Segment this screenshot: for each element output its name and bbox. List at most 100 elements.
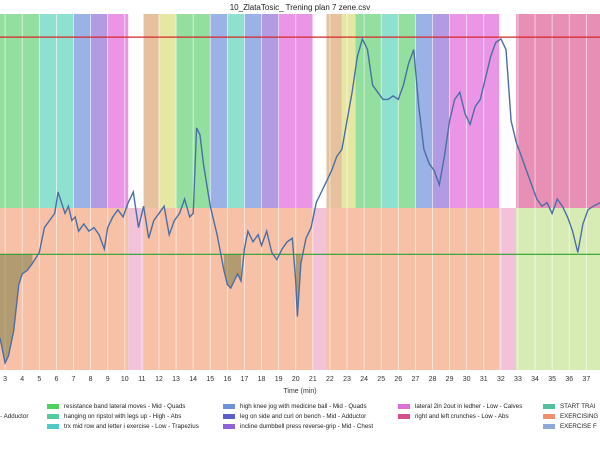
legend-entry-5: leg on side and curl on bench - Mid - Ad… <box>223 412 366 421</box>
x-axis-label: Time (min) <box>283 388 316 395</box>
legend-entry-11: EXERCISE F <box>543 422 597 431</box>
series-layer <box>0 36 600 366</box>
series-line-0 <box>0 36 600 366</box>
legend-swatch-8 <box>398 413 410 419</box>
x-tick-27: 30 <box>463 376 471 383</box>
x-tick-23: 26 <box>394 376 402 383</box>
x-tick-32: 35 <box>548 376 556 383</box>
upper-band-0 <box>0 14 23 209</box>
deficit-area-1 <box>223 254 242 289</box>
x-tick-9: 12 <box>155 376 163 383</box>
x-tick-34: 37 <box>582 376 590 383</box>
upper-band-1 <box>22 14 40 209</box>
legend-swatch-4 <box>223 403 235 409</box>
x-tick-22: 25 <box>377 376 385 383</box>
reference-lines <box>0 36 600 255</box>
lower-band-6 <box>516 208 600 370</box>
upper-band-7 <box>124 14 129 209</box>
upper-band-23 <box>415 14 433 209</box>
x-tick-24: 27 <box>411 376 419 383</box>
lower-band-0 <box>0 208 129 370</box>
upper-band-26 <box>466 14 484 209</box>
x-tick-17: 20 <box>292 376 300 383</box>
legend-label-7: lateral 2in 2out in ledher - Low - Calve… <box>415 403 523 410</box>
lower-band-4 <box>326 208 500 370</box>
x-tick-19: 22 <box>326 376 334 383</box>
legend-label-1: resistance band lateral moves - Mid - Qu… <box>64 403 186 410</box>
upper-band-22 <box>398 14 416 209</box>
x-tick-26: 29 <box>446 376 454 383</box>
x-tick-25: 28 <box>429 376 437 383</box>
legend-entry-10: EXERCISING <box>543 412 598 421</box>
upper-band-4 <box>73 14 91 209</box>
deficit-area-0 <box>0 254 33 363</box>
legend-entry-9: START TRAI <box>543 402 595 411</box>
x-tick-5: 8 <box>89 376 93 383</box>
legend-label-0: w - Adductor <box>0 413 29 420</box>
x-tick-30: 33 <box>514 376 522 383</box>
legend-swatch-11 <box>543 423 555 429</box>
upper-band-21 <box>381 14 399 209</box>
upper-band-17 <box>295 14 313 209</box>
upper-band-11 <box>193 14 211 209</box>
x-tick-12: 15 <box>206 376 214 383</box>
legend-swatch-6 <box>223 423 235 429</box>
upper-band-3 <box>56 14 74 209</box>
x-tick-2: 5 <box>37 376 41 383</box>
upper-band-12 <box>210 14 228 209</box>
legend-entry-2: hanging on ripstol with legs up - High -… <box>47 412 181 421</box>
upper-band-24 <box>432 14 450 209</box>
x-tick-3: 6 <box>54 376 58 383</box>
legend-entry-4: high knee jog with medicine ball - Mid -… <box>223 402 367 411</box>
x-tick-28: 31 <box>480 376 488 383</box>
legend-entry-7: lateral 2in 2out in ledher - Low - Calve… <box>398 402 522 411</box>
x-axis-ticks: 3 4 5 6 7 8 9 10 11 12 13 14 15 16 17 18 19 20 21 22 23 24 25 2… <box>3 376 590 383</box>
legend-swatch-2 <box>47 413 59 419</box>
legend-swatch-10 <box>543 413 555 419</box>
legend-entry-3: trx mid row and letter i exercise - Low … <box>47 422 199 431</box>
x-tick-16: 19 <box>275 376 283 383</box>
x-tick-1: 4 <box>20 376 24 383</box>
legend-label-2: hanging on ripstol with legs up - High -… <box>64 413 182 420</box>
lower-band-3 <box>312 208 327 370</box>
zone-bands <box>0 14 600 370</box>
legend-label-6: incline dumbbell press reverse-grip - Mi… <box>240 423 374 430</box>
x-tick-8: 11 <box>138 376 145 383</box>
x-tick-18: 21 <box>309 376 317 383</box>
x-tick-29: 32 <box>497 376 505 383</box>
upper-band-16 <box>278 14 296 209</box>
x-tick-6: 9 <box>106 376 110 383</box>
upper-band-10 <box>176 14 194 209</box>
x-tick-20: 23 <box>343 376 351 383</box>
x-tick-7: 10 <box>121 376 129 383</box>
legend-label-11: EXERCISE F <box>560 423 597 430</box>
upper-band-9 <box>158 14 177 209</box>
upper-band-13 <box>227 14 245 209</box>
x-tick-15: 18 <box>258 376 266 383</box>
upper-band-5 <box>90 14 108 209</box>
x-tick-31: 34 <box>531 376 539 383</box>
upper-band-27 <box>483 14 500 209</box>
x-tick-0: 3 <box>3 376 7 383</box>
legend-swatch-3 <box>47 423 59 429</box>
x-tick-10: 13 <box>172 376 180 383</box>
x-tick-11: 14 <box>189 376 197 383</box>
legend-entry-8: right and left crunches - Low - Abs <box>398 412 509 421</box>
legend-label-5: leg on side and curl on bench - Mid - Ad… <box>240 413 367 420</box>
upper-band-15 <box>261 14 279 209</box>
legend-entry-6: incline dumbbell press reverse-grip - Mi… <box>223 422 373 431</box>
legend-label-10: EXERCISING <box>560 413 599 420</box>
band-separators <box>4 14 587 370</box>
upper-band-14 <box>244 14 262 209</box>
x-tick-33: 36 <box>565 376 573 383</box>
legend-label-3: trx mid row and letter i exercise - Low … <box>64 423 199 430</box>
legend-label-8: right and left crunches - Low - Abs <box>415 413 509 420</box>
legend-label-9: START TRAI <box>560 403 596 410</box>
x-tick-21: 24 <box>360 376 368 383</box>
legend-swatch-1 <box>47 403 59 409</box>
legend-swatch-5 <box>223 413 235 419</box>
legend: w - Adductor resistance band lateral move… <box>0 402 600 446</box>
upper-band-6 <box>107 14 125 209</box>
